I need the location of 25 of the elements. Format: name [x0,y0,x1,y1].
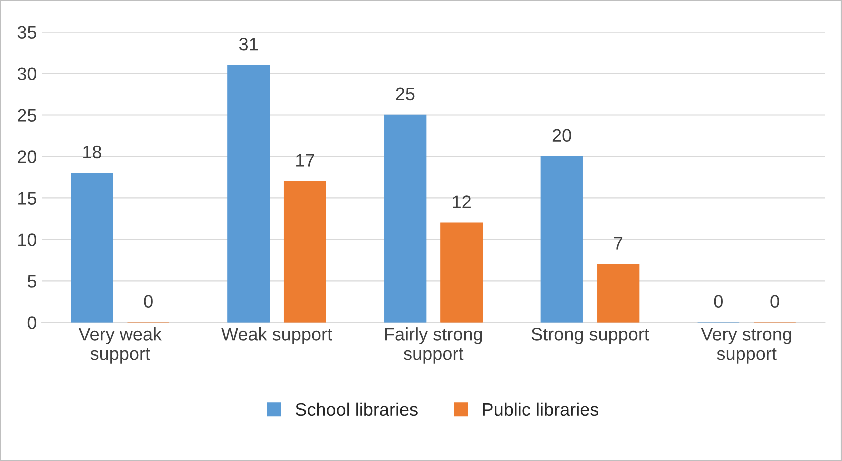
legend-label: School libraries [296,402,418,416]
data-label: 0 [770,295,780,308]
data-label: 17 [296,154,314,167]
legend-label: Public libraries [483,402,599,416]
data-label: 31 [239,38,258,51]
data-label: 0 [144,295,153,308]
x-tick-label: Weak support [222,328,332,344]
x-tick-label: Very weak support [78,328,162,364]
data-label: 25 [396,88,415,101]
y-tick-label: 20 [18,150,37,164]
y-tick-label: 35 [18,26,36,39]
data-label: 12 [453,196,471,208]
x-tick-label: Fairly strong support [385,328,482,364]
x-tick-label: Strong support [532,328,650,344]
data-label: 7 [614,237,623,250]
y-tick-label: 30 [18,68,37,80]
data-label: 0 [714,295,723,308]
data-label: 20 [552,129,572,142]
y-tick-label: 15 [18,192,36,205]
y-tick-label: 25 [18,109,36,122]
y-tick-label: 0 [28,316,37,330]
y-tick-label: 10 [18,234,37,246]
y-tick-label: 5 [28,275,36,288]
data-label: 18 [84,146,102,159]
x-tick-label: Very strong support [701,328,792,364]
